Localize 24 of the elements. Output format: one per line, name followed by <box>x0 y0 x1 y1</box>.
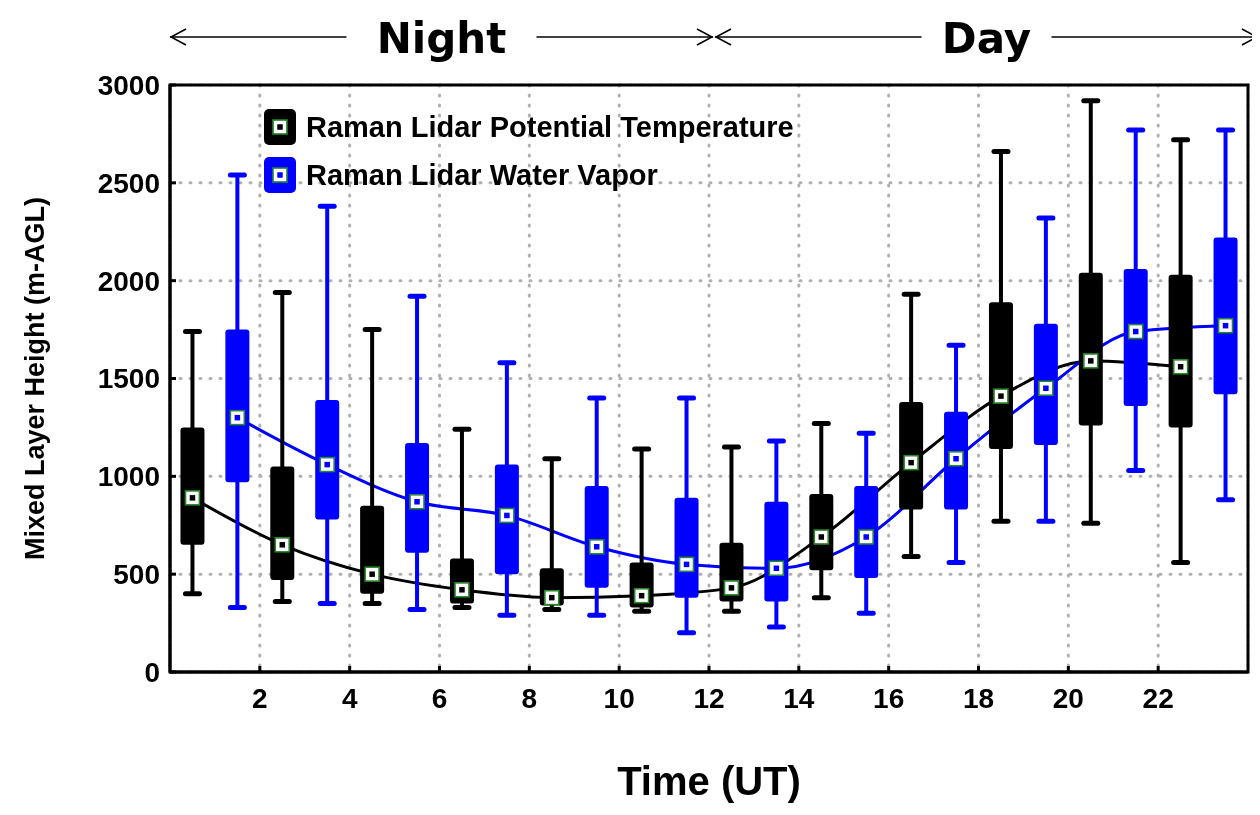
y-tick-label: 3000 <box>97 69 160 101</box>
y-tick-label: 2500 <box>97 167 160 199</box>
y-axis-title: Mixed Layer Height (m-AGL) <box>20 196 50 561</box>
x-tick-label: 18 <box>962 682 995 714</box>
legend-label: Raman Lidar Water Vapor <box>306 158 658 192</box>
y-tick-label: 2000 <box>97 265 160 297</box>
x-tick-label: 16 <box>873 682 905 714</box>
y-tick-label: 1500 <box>97 363 160 395</box>
x-tick-label: 8 <box>521 682 538 714</box>
x-tick-label: 14 <box>783 682 815 714</box>
x-tick-label: 2 <box>252 682 268 714</box>
y-tick-label: 500 <box>113 559 160 591</box>
x-tick-label: 20 <box>1052 682 1084 714</box>
y-tick-label: 1000 <box>97 461 160 493</box>
x-tick-label: 10 <box>603 682 635 714</box>
text: Night <box>376 14 507 63</box>
x-tick-label: 6 <box>431 682 448 714</box>
x-tick-label: 22 <box>1142 682 1174 714</box>
text: Day <box>941 14 1032 63</box>
x-axis-title: Time (UT) <box>617 759 801 803</box>
x-tick-label: 12 <box>693 682 725 714</box>
y-tick-label: 0 <box>144 656 160 688</box>
x-tick-label: 4 <box>341 682 358 714</box>
legend-label: Raman Lidar Potential Temperature <box>306 110 794 144</box>
